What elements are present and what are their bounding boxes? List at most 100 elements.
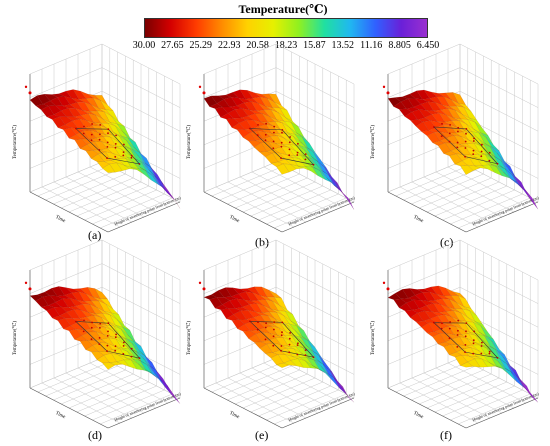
surface-plot-panel: Temperature(℃) Time Height of monitoring p…	[366, 43, 546, 242]
monitoring-point	[464, 344, 467, 346]
z-axis-label: Height of monitoring point from bottom (…	[288, 391, 356, 423]
surface-plot-panel: Temperature(℃) Time Height of monitoring p…	[8, 43, 188, 242]
monitoring-point	[433, 321, 435, 324]
surface-cell	[167, 192, 181, 209]
panel-label: (e)	[255, 428, 269, 442]
monitoring-point	[449, 124, 451, 126]
monitoring-point	[130, 156, 133, 159]
monitoring-point	[114, 156, 117, 158]
panel-label: (a)	[88, 228, 102, 242]
monitoring-point	[264, 338, 267, 341]
monitoring-point	[440, 327, 443, 330]
monitoring-point	[480, 352, 483, 355]
monitoring-point	[296, 151, 299, 154]
monitoring-point	[273, 131, 275, 134]
monitoring-point	[249, 127, 251, 130]
monitoring-point	[82, 330, 85, 333]
monitoring-point	[264, 326, 267, 329]
monitoring-point	[448, 337, 451, 339]
monitoring-point	[496, 162, 499, 165]
monitoring-point	[304, 153, 307, 155]
monitoring-point	[449, 321, 451, 323]
monitoring-point	[465, 132, 467, 135]
monitoring-point	[457, 329, 459, 332]
colorbar-tick-label: 11.16	[360, 40, 383, 51]
y-axis-label: Temperature(℃)	[12, 125, 18, 159]
surface-cell	[333, 185, 347, 199]
monitoring-point	[296, 353, 299, 356]
colorbar-tick-label: 27.65	[161, 40, 184, 51]
colorbar-tick-label: 22.93	[217, 40, 241, 51]
monitoring-point	[273, 328, 275, 331]
monitoring-point	[448, 327, 451, 330]
monitoring-point	[115, 134, 117, 137]
monitoring-point	[464, 147, 467, 149]
monitoring-point	[82, 132, 85, 135]
monitoring-point	[457, 126, 460, 129]
monitoring-point	[114, 345, 117, 348]
monitoring-point	[98, 138, 101, 141]
monitoring-point	[280, 157, 282, 159]
start-point-marker	[24, 281, 28, 285]
monitoring-point	[440, 135, 443, 137]
x-axis-label: Time	[54, 215, 66, 225]
monitoring-point	[75, 127, 77, 130]
monitoring-point	[99, 133, 101, 136]
start-point-marker	[202, 287, 206, 291]
monitoring-point	[75, 320, 77, 323]
monitoring-point	[106, 146, 109, 148]
monitoring-point	[281, 129, 284, 131]
colorbar-gradient	[144, 18, 428, 38]
monitoring-point	[106, 335, 109, 337]
monitoring-point	[99, 124, 102, 126]
monitoring-point	[99, 322, 102, 325]
surface-plot-panel: Temperature(℃) Time Height of monitoring p…	[182, 239, 362, 438]
surface-plot-svg: Temperature(℃) Time Height of monitoring p…	[186, 239, 356, 429]
monitoring-point	[465, 322, 468, 324]
surface-cell	[341, 191, 355, 210]
monitoring-point	[488, 159, 491, 162]
monitoring-point	[280, 145, 283, 148]
colorbar-tick-label: 30.00	[132, 40, 156, 51]
x-axis-label: Time	[228, 215, 240, 225]
z-axis-label: Height of monitoring point from bottom (…	[472, 391, 540, 423]
surface-cell	[167, 385, 181, 404]
x-axis-label: Time	[228, 411, 240, 421]
colorbar-tick-label: 20.58	[246, 40, 269, 51]
monitoring-point	[273, 125, 276, 128]
start-point-marker	[28, 91, 32, 95]
surface-plot-svg: Temperature(℃) Time Height of monitoring p…	[370, 43, 540, 233]
monitoring-point	[472, 149, 475, 152]
start-point-marker	[386, 287, 390, 291]
start-point-marker	[382, 85, 386, 89]
monitoring-point	[249, 320, 251, 323]
monitoring-point	[472, 352, 475, 355]
colorbar-tick-label: 25.29	[189, 40, 213, 51]
monitoring-point	[496, 357, 499, 359]
monitoring-point	[265, 122, 267, 125]
temperature-surface	[387, 89, 539, 210]
monitoring-point	[98, 343, 101, 345]
monitoring-point	[281, 321, 284, 324]
start-point-marker	[28, 287, 32, 291]
colorbar-tick-label: 15.87	[303, 40, 326, 51]
monitoring-point	[480, 155, 483, 158]
monitoring-point	[448, 140, 451, 143]
x-axis-label: Time	[412, 411, 424, 421]
monitoring-point	[472, 140, 475, 142]
monitoring-point	[457, 130, 459, 133]
panel-label: (b)	[255, 235, 269, 249]
monitoring-point	[272, 335, 275, 338]
monitoring-point	[488, 151, 491, 154]
y-axis-label: Temperature(℃)	[186, 125, 192, 159]
colorbar-tick-label: 8.805	[388, 40, 411, 51]
monitoring-point	[288, 154, 291, 157]
monitoring-point	[264, 133, 267, 136]
temperature-surface	[203, 89, 355, 210]
monitoring-point	[472, 342, 475, 345]
monitoring-point	[138, 357, 141, 359]
monitoring-region	[75, 319, 141, 359]
monitoring-point	[280, 349, 282, 352]
monitoring-point	[464, 155, 466, 158]
monitoring-point	[114, 336, 117, 339]
